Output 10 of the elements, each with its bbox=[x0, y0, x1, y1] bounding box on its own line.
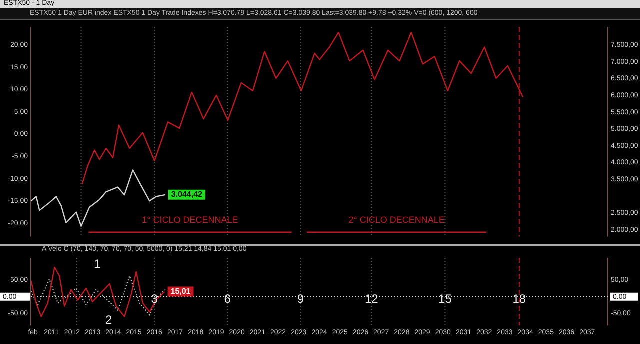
annotation: 1° CICLO DECENNALE bbox=[142, 214, 238, 225]
data-label: 15,01 bbox=[170, 287, 192, 296]
annotation: 6 bbox=[224, 292, 232, 306]
annotation: 2 bbox=[106, 313, 113, 328]
annotation: 2° CICLO DECENNALE bbox=[348, 214, 445, 225]
annotation: 15 bbox=[438, 292, 452, 306]
data-label: 3.044,42 bbox=[171, 190, 204, 200]
annotation: 9 bbox=[297, 292, 304, 306]
annotation: 1 bbox=[94, 257, 102, 272]
annotation: 12 bbox=[364, 292, 379, 306]
